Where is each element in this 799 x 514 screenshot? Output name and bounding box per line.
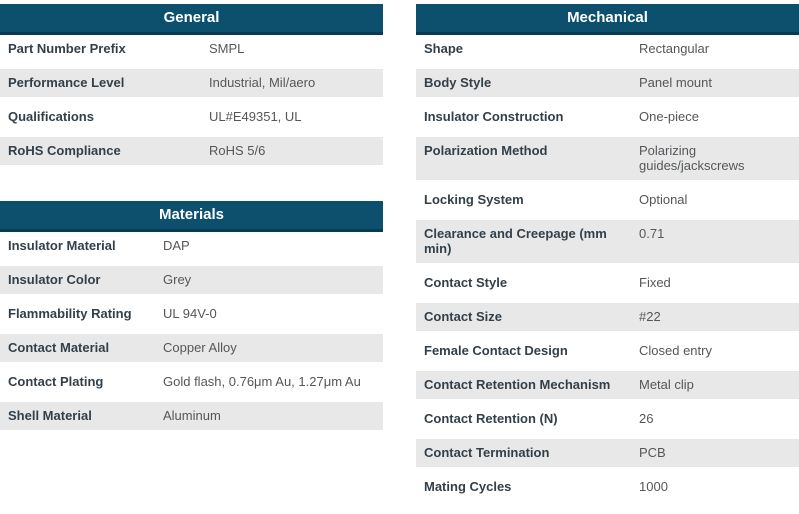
spec-value: 1000	[639, 470, 799, 507]
spec-value: Aluminum	[163, 399, 383, 436]
spec-row: Insulator Construction One-piece	[416, 100, 799, 137]
spec-label: Contact Size	[416, 300, 639, 337]
spec-row: Body Style Panel mount	[416, 66, 799, 103]
mechanical-table-title: Mechanical	[416, 4, 799, 35]
mechanical-table: Mechanical Shape Rectangular Body Style Pan…	[416, 4, 799, 507]
spec-value: 0.71	[639, 217, 799, 269]
spec-label: Part Number Prefix	[0, 35, 209, 69]
spec-value: Closed entry	[639, 334, 799, 371]
spec-row: Locking System Optional	[416, 183, 799, 220]
spec-label: Insulator Material	[0, 232, 163, 266]
spec-value: Panel mount	[639, 66, 799, 103]
mechanical-spec-table: Shape Rectangular Body Style Panel mount Ins…	[416, 35, 799, 507]
spec-row: Shell Material Aluminum	[0, 399, 383, 436]
spec-label: Shape	[416, 35, 639, 69]
spec-value: One-piece	[639, 100, 799, 137]
spec-row: Performance Level Industrial, Mil/aero	[0, 66, 383, 103]
spec-value: RoHS 5/6	[209, 134, 383, 171]
spec-label: RoHS Compliance	[0, 134, 209, 171]
spec-label: Performance Level	[0, 66, 209, 103]
spec-value: SMPL	[209, 35, 383, 69]
spec-value: Rectangular	[639, 35, 799, 69]
spec-label: Flammability Rating	[0, 297, 163, 334]
spec-label: Contact Retention (N)	[416, 402, 639, 439]
spec-row: Female Contact Design Closed entry	[416, 334, 799, 371]
spec-row: Insulator Color Grey	[0, 263, 383, 300]
spec-value: Metal clip	[639, 368, 799, 405]
spec-row: RoHS Compliance RoHS 5/6	[0, 134, 383, 171]
spec-label: Locking System	[416, 183, 639, 220]
materials-table: Materials Insulator Material DAP Insulator…	[0, 201, 383, 436]
materials-spec-table: Insulator Material DAP Insulator Color Grey…	[0, 232, 383, 436]
spec-value: DAP	[163, 232, 383, 266]
spec-label: Mating Cycles	[416, 470, 639, 507]
spec-row: Contact Retention Mechanism Metal clip	[416, 368, 799, 405]
spec-row: Clearance and Creepage (mm min) 0.71	[416, 217, 799, 269]
spec-value: #22	[639, 300, 799, 337]
spec-value: Grey	[163, 263, 383, 300]
general-spec-table: Part Number Prefix SMPL Performance Level I…	[0, 35, 383, 171]
general-table-body: Part Number Prefix SMPL Performance Level I…	[0, 35, 383, 171]
general-table: General Part Number Prefix SMPL Performanc…	[0, 4, 383, 171]
spec-value: Industrial, Mil/aero	[209, 66, 383, 103]
spec-row: Contact Size #22	[416, 300, 799, 337]
spec-row: Contact Style Fixed	[416, 266, 799, 303]
materials-table-body: Insulator Material DAP Insulator Color Grey…	[0, 232, 383, 436]
spec-label: Contact Style	[416, 266, 639, 303]
spec-label: Insulator Color	[0, 263, 163, 300]
spec-label: Shell Material	[0, 399, 163, 436]
materials-table-title: Materials	[0, 201, 383, 232]
spec-value: Copper Alloy	[163, 331, 383, 368]
spec-row: Qualifications UL#E49351, UL	[0, 100, 383, 137]
spec-label: Contact Retention Mechanism	[416, 368, 639, 405]
spec-label: Qualifications	[0, 100, 209, 137]
spec-row: Insulator Material DAP	[0, 232, 383, 266]
spec-value: 26	[639, 402, 799, 439]
spec-value: UL#E49351, UL	[209, 100, 383, 137]
spec-label: Contact Plating	[0, 365, 163, 402]
spec-row: Polarization Method Polarizing guides/jac…	[416, 134, 799, 186]
spec-row: Flammability Rating UL 94V-0	[0, 297, 383, 334]
spec-row: Contact Plating Gold flash, 0.76μm Au, 1.…	[0, 365, 383, 402]
spec-row: Contact Material Copper Alloy	[0, 331, 383, 368]
spec-value: Gold flash, 0.76μm Au, 1.27μm Au	[163, 365, 383, 402]
spec-label: Contact Termination	[416, 436, 639, 473]
spec-label: Polarization Method	[416, 134, 639, 186]
spec-row: Part Number Prefix SMPL	[0, 35, 383, 69]
general-table-title: General	[0, 4, 383, 35]
left-column: General Part Number Prefix SMPL Performanc…	[0, 4, 383, 507]
spec-label: Clearance and Creepage (mm min)	[416, 217, 639, 269]
spec-row: Shape Rectangular	[416, 35, 799, 69]
spec-value: Optional	[639, 183, 799, 220]
spec-value: UL 94V-0	[163, 297, 383, 334]
mechanical-table-body: Shape Rectangular Body Style Panel mount Ins…	[416, 35, 799, 507]
spec-row: Contact Termination PCB	[416, 436, 799, 473]
right-column: Mechanical Shape Rectangular Body Style Pan…	[416, 4, 799, 507]
spec-row: Contact Retention (N) 26	[416, 402, 799, 439]
spec-label: Contact Material	[0, 331, 163, 368]
spec-value: PCB	[639, 436, 799, 473]
spec-value: Fixed	[639, 266, 799, 303]
spec-label: Female Contact Design	[416, 334, 639, 371]
spec-value: Polarizing guides/jackscrews	[639, 134, 799, 186]
spec-label: Body Style	[416, 66, 639, 103]
spec-label: Insulator Construction	[416, 100, 639, 137]
spec-row: Mating Cycles 1000	[416, 470, 799, 507]
